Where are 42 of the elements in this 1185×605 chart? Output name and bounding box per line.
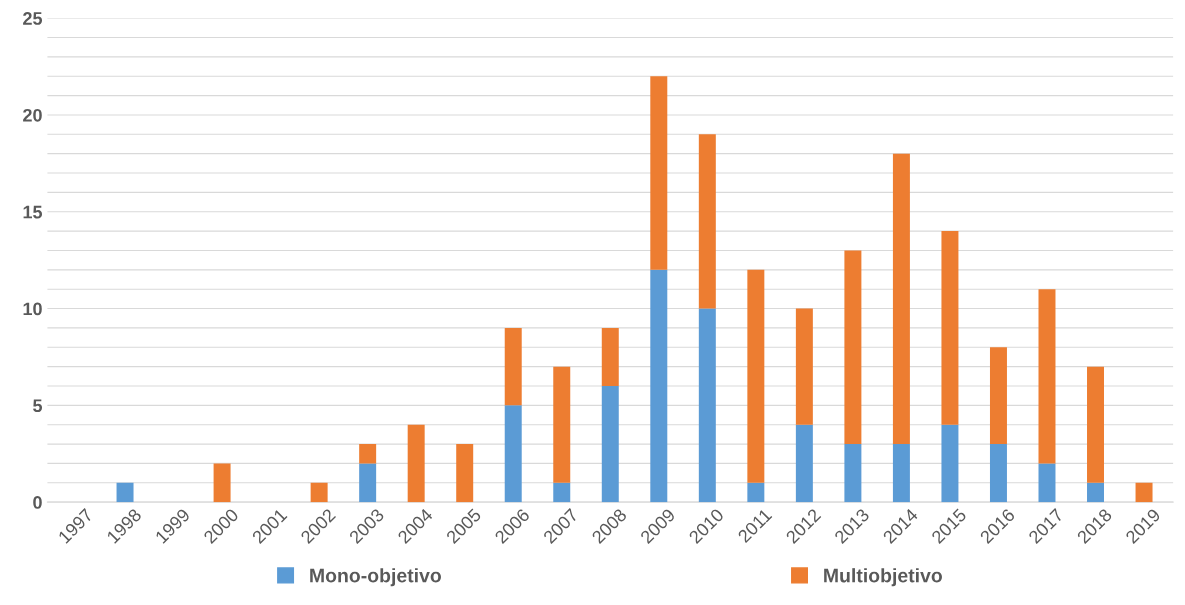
- bar: [407, 424, 425, 503]
- bar: [116, 482, 134, 503]
- bar: [844, 444, 862, 503]
- bar: [504, 405, 522, 503]
- legend-label: Mono-objetivo: [310, 568, 441, 587]
- bar: [747, 269, 765, 483]
- y-tick-label: 0: [33, 496, 42, 509]
- bar: [795, 424, 813, 503]
- bar: [795, 308, 813, 425]
- bar: [698, 308, 716, 503]
- bar: [1038, 289, 1056, 464]
- y-tick-label: 20: [23, 108, 42, 122]
- bar: [456, 444, 474, 503]
- bar: [1038, 463, 1056, 503]
- bar: [892, 444, 910, 503]
- bar: [553, 366, 571, 483]
- bar: [941, 231, 959, 425]
- bar: [504, 327, 522, 406]
- y-tick-label: 15: [23, 205, 43, 219]
- bar: [359, 463, 377, 503]
- bar: [747, 482, 765, 503]
- legend-label: Multiobjetivo: [824, 568, 942, 587]
- y-tick-label: 25: [23, 12, 43, 25]
- bar: [989, 347, 1007, 445]
- bar: [213, 463, 231, 503]
- bar: [650, 76, 668, 270]
- bar: [601, 385, 619, 503]
- bar: [1087, 482, 1104, 503]
- bar: [1135, 482, 1153, 503]
- bar: [844, 250, 862, 445]
- bar: [989, 444, 1007, 503]
- bar: [650, 269, 668, 503]
- bar: [310, 482, 328, 503]
- y-tick-label: 10: [23, 302, 42, 316]
- bar: [941, 424, 959, 503]
- bar: [359, 444, 377, 464]
- y-tick-label: 5: [33, 399, 43, 413]
- bar: [601, 327, 619, 386]
- bar: [1087, 366, 1104, 483]
- bar: [892, 153, 910, 445]
- bar: [698, 134, 716, 309]
- bar: [553, 482, 571, 503]
